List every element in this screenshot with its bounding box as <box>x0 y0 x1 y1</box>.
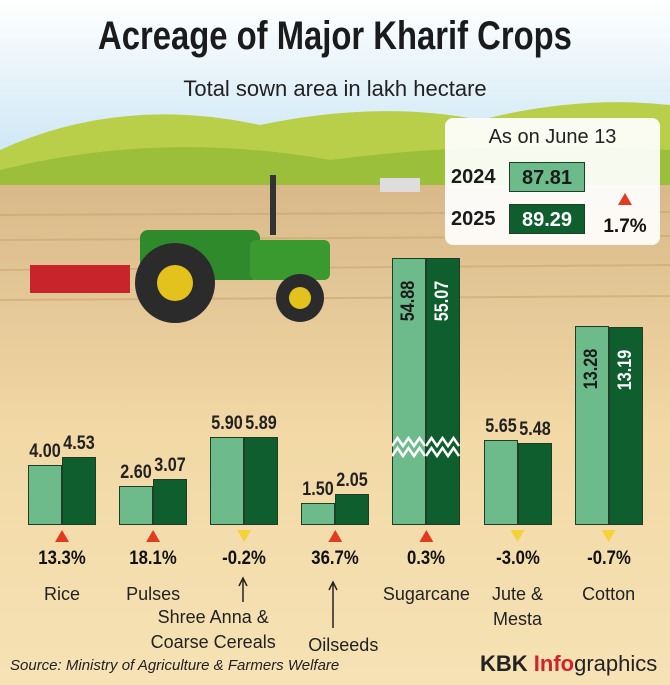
change-label: 13.3% <box>38 548 86 569</box>
value-label: 5.89 <box>245 412 277 434</box>
axis-break <box>391 436 426 459</box>
break-line <box>391 436 426 449</box>
brand-part: KBK <box>480 651 534 676</box>
source: Source: Ministry of Agriculture & Farmer… <box>10 657 340 674</box>
bar <box>62 457 96 525</box>
change-label: 0.3% <box>407 548 446 569</box>
value-label: 2.60 <box>120 462 152 483</box>
value-label: 5.65 <box>484 416 517 438</box>
legend-label: 2025 <box>451 208 496 230</box>
break-line <box>425 436 460 449</box>
bar <box>517 442 552 525</box>
value-label: 13.28 <box>580 348 602 390</box>
category-label: Jute & Mesta <box>491 584 544 629</box>
bar <box>483 440 518 525</box>
title: Acreage of Major Kharif Crops <box>98 14 572 58</box>
value-label: 4.00 <box>29 441 61 462</box>
value-label: 5.90 <box>211 412 243 434</box>
value-label: 5.48 <box>518 418 551 440</box>
value-label: 1.50 <box>302 478 335 500</box>
value-label: 13.19 <box>614 349 636 391</box>
brand-part: graphics <box>574 651 658 676</box>
value-label: 4.53 <box>63 433 95 455</box>
category-label: Shree Anna & Coarse Cereals <box>150 607 276 652</box>
bar <box>153 478 188 525</box>
legend-total: 89.29 <box>509 204 585 234</box>
break-line <box>425 445 460 459</box>
value-label: 55.07 <box>432 280 454 322</box>
legend-total: 87.81 <box>509 162 585 192</box>
brand: KBK Infographics <box>480 651 657 677</box>
bar <box>244 436 279 525</box>
change-label: -0.7% <box>586 548 631 569</box>
change-label: -3.0% <box>495 548 540 569</box>
category-label: Pulses <box>126 584 181 604</box>
category-label: Sugarcane <box>382 584 470 604</box>
category-label: Rice <box>43 584 80 604</box>
bar <box>608 327 643 525</box>
total-change-label: 1.7% <box>603 216 647 237</box>
break-line <box>391 445 426 459</box>
subtitle: Total sown area in lakh hectare <box>183 76 487 101</box>
axis-break <box>425 436 460 459</box>
legend-title: As on June 13 <box>488 126 617 148</box>
bar <box>28 465 62 525</box>
bar <box>425 258 461 525</box>
value-label: 54.88 <box>398 280 420 322</box>
value-label: 2.05 <box>336 470 369 492</box>
bar <box>301 502 336 525</box>
category-label: Oilseeds <box>308 635 379 655</box>
tractor <box>30 175 420 323</box>
bar <box>335 494 370 525</box>
bar <box>391 258 427 525</box>
bar <box>119 486 154 525</box>
legend-label: 2024 <box>451 166 496 188</box>
bar <box>574 325 609 525</box>
change-label: 18.1% <box>129 548 177 569</box>
category-label: Cotton <box>582 584 636 604</box>
value-label: 3.07 <box>154 454 186 476</box>
change-label: -0.2% <box>222 548 267 569</box>
bar <box>210 436 245 525</box>
change-label: 36.7% <box>311 548 360 569</box>
brand-part: Info <box>533 651 575 676</box>
